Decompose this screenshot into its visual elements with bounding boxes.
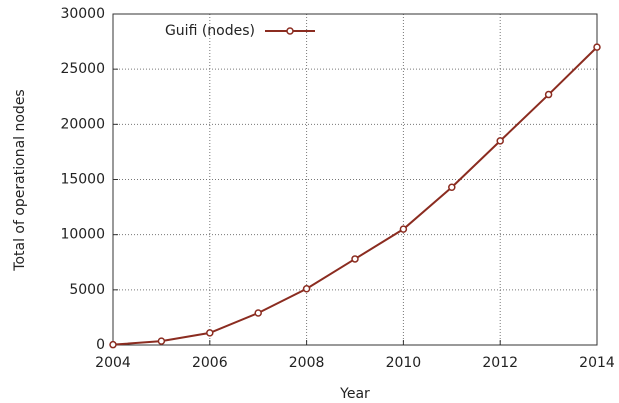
x-tick-label: 2010 [386,355,422,371]
data-point [206,329,214,337]
data-point [302,284,311,293]
x-tick-label: 2006 [192,355,228,371]
data-point [399,225,408,233]
y-axis-label: Total of operational nodes [12,89,28,271]
data-point [109,340,117,349]
data-point [351,255,359,263]
data-point [496,137,504,145]
x-tick-label: 2004 [95,355,131,371]
x-tick-label: 2012 [482,355,518,371]
legend-marker [286,27,294,35]
legend-label: Guifi (nodes) [165,23,255,39]
y-tick-label: 30000 [60,6,105,22]
y-tick-label: 15000 [60,172,105,188]
data-point [544,90,553,99]
y-tick-label: 10000 [60,227,105,243]
x-axis-label: Year [339,386,370,402]
plot-frame [112,13,598,346]
x-tick-label: 2008 [289,355,325,371]
x-tick-label: 2014 [579,355,615,371]
series-line [112,46,598,346]
data-point [254,309,262,317]
data-point [157,337,166,345]
data-point [448,183,456,191]
y-tick-label: 20000 [60,116,105,132]
y-tick-label: 0 [96,337,105,353]
y-tick-label: 25000 [60,61,105,77]
data-point [593,43,601,51]
y-tick-label: 5000 [69,282,105,298]
